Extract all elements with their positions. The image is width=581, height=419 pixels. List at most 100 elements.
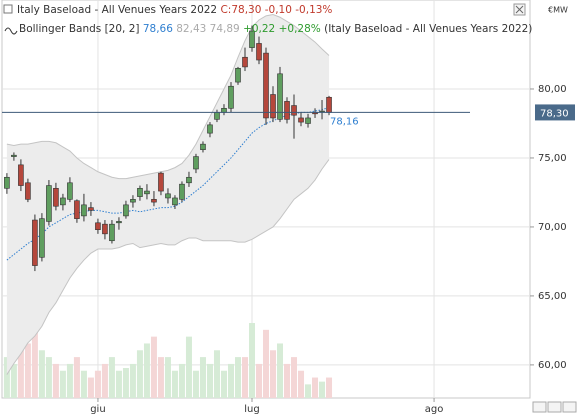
indicator-lower: 74,89: [210, 23, 240, 35]
indicator-change-pct: +0,28%: [279, 23, 321, 35]
close-label: C:78,30: [220, 4, 261, 16]
header-line-1: Italy Baseload - All Venues Years 2022 C…: [17, 4, 332, 16]
volume-bar: [150, 336, 157, 398]
volume-bar: [59, 370, 66, 398]
candle-body: [25, 182, 31, 200]
volume-bar: [326, 377, 333, 398]
y-tick-label: 80,00: [538, 84, 567, 95]
volume-bar: [305, 384, 312, 398]
volume-bar: [66, 363, 73, 398]
y-tick-label: 65,00: [538, 291, 567, 302]
candle-body: [200, 143, 206, 150]
volume-bar: [115, 370, 122, 398]
zoom-button[interactable]: [532, 401, 547, 413]
candle-body: [158, 172, 164, 192]
candle-body: [291, 105, 297, 116]
candle-body: [165, 193, 171, 199]
candle-body: [186, 176, 192, 184]
candle-body: [74, 200, 80, 219]
chart-title: Italy Baseload - All Venues Years 2022: [17, 4, 217, 16]
candle-body: [228, 85, 234, 109]
volume-bar: [241, 357, 248, 398]
candle-body: [60, 197, 66, 206]
unit-label: €MW: [548, 6, 568, 15]
candle-body: [11, 154, 17, 157]
x-tick-label: lug: [244, 404, 259, 415]
candle-body: [326, 96, 332, 113]
volume-bar: [24, 343, 31, 398]
close-icon: [515, 5, 524, 14]
candle-body: [32, 219, 38, 266]
indicator-title: Bollinger Bands [20, 2]: [19, 23, 140, 35]
volume-bar: [101, 363, 108, 398]
volume-bar: [220, 370, 227, 398]
volume-bar: [298, 370, 305, 398]
candle-body: [263, 52, 269, 119]
volume-bar: [213, 350, 220, 398]
candle-body: [109, 223, 115, 242]
volume-bar: [136, 350, 143, 398]
zoom-button[interactable]: [562, 401, 577, 413]
candle-body: [116, 221, 122, 224]
y-tick-label: 70,00: [538, 222, 567, 233]
candle-body: [214, 112, 220, 120]
x-tick-label: ago: [425, 404, 444, 415]
volume-bar: [80, 370, 87, 398]
candle-body: [284, 101, 290, 120]
volume-bar: [234, 357, 241, 398]
candle-body: [249, 30, 255, 48]
volume-bar: [108, 357, 115, 398]
volume-bar: [129, 363, 136, 398]
candle-body: [81, 204, 87, 217]
change-pct-label: -0,13%: [295, 4, 332, 16]
candle-body: [102, 223, 108, 235]
indicator-upper: 82,43: [176, 23, 206, 35]
candle-body: [53, 188, 59, 207]
volume-bar: [10, 363, 17, 398]
candle-body: [256, 43, 262, 61]
candle-body: [277, 73, 283, 120]
indicator-middle: 78,66: [143, 23, 173, 35]
zoom-button[interactable]: [547, 401, 562, 413]
collapse-icon[interactable]: [3, 4, 13, 14]
volume-bar: [227, 363, 234, 398]
candle-body: [144, 190, 150, 195]
candle-body: [242, 56, 248, 68]
volume-bar: [199, 357, 206, 398]
header: Italy Baseload - All Venues Years 2022 C…: [3, 3, 532, 35]
candle-body: [4, 176, 10, 189]
volume-bar: [143, 343, 150, 398]
candle-body: [193, 156, 199, 170]
volume-bar: [277, 343, 284, 398]
volume-bar: [248, 323, 255, 398]
volume-bar: [178, 363, 185, 398]
y-tick-label: 60,00: [538, 360, 567, 371]
candle-body: [305, 117, 311, 124]
volume-bar: [52, 363, 59, 398]
candle-body: [95, 222, 101, 230]
candle-body: [137, 188, 143, 197]
candle-body: [207, 124, 213, 134]
last-price-box: [535, 104, 575, 121]
candle-body: [67, 182, 73, 200]
volume-bar: [291, 357, 298, 398]
volume-bar: [255, 363, 262, 398]
indicator-icon: [4, 27, 18, 35]
candle-body: [88, 207, 94, 211]
candle-body: [130, 199, 136, 203]
candle-body: [123, 204, 129, 217]
volume-bar: [45, 357, 52, 398]
marker-label: 78,16: [330, 116, 359, 127]
volume-bar: [270, 350, 277, 398]
middle-band: [6, 106, 330, 261]
x-tick-label: giu: [90, 404, 105, 415]
y-tick-label: 75,00: [538, 153, 567, 164]
volume-bar: [122, 368, 129, 398]
volume-bar: [263, 329, 269, 398]
candle-body: [221, 107, 227, 113]
volume-bar: [157, 357, 164, 398]
volume-bar: [94, 370, 101, 398]
candle-body: [298, 117, 304, 123]
candle-body: [235, 67, 241, 83]
